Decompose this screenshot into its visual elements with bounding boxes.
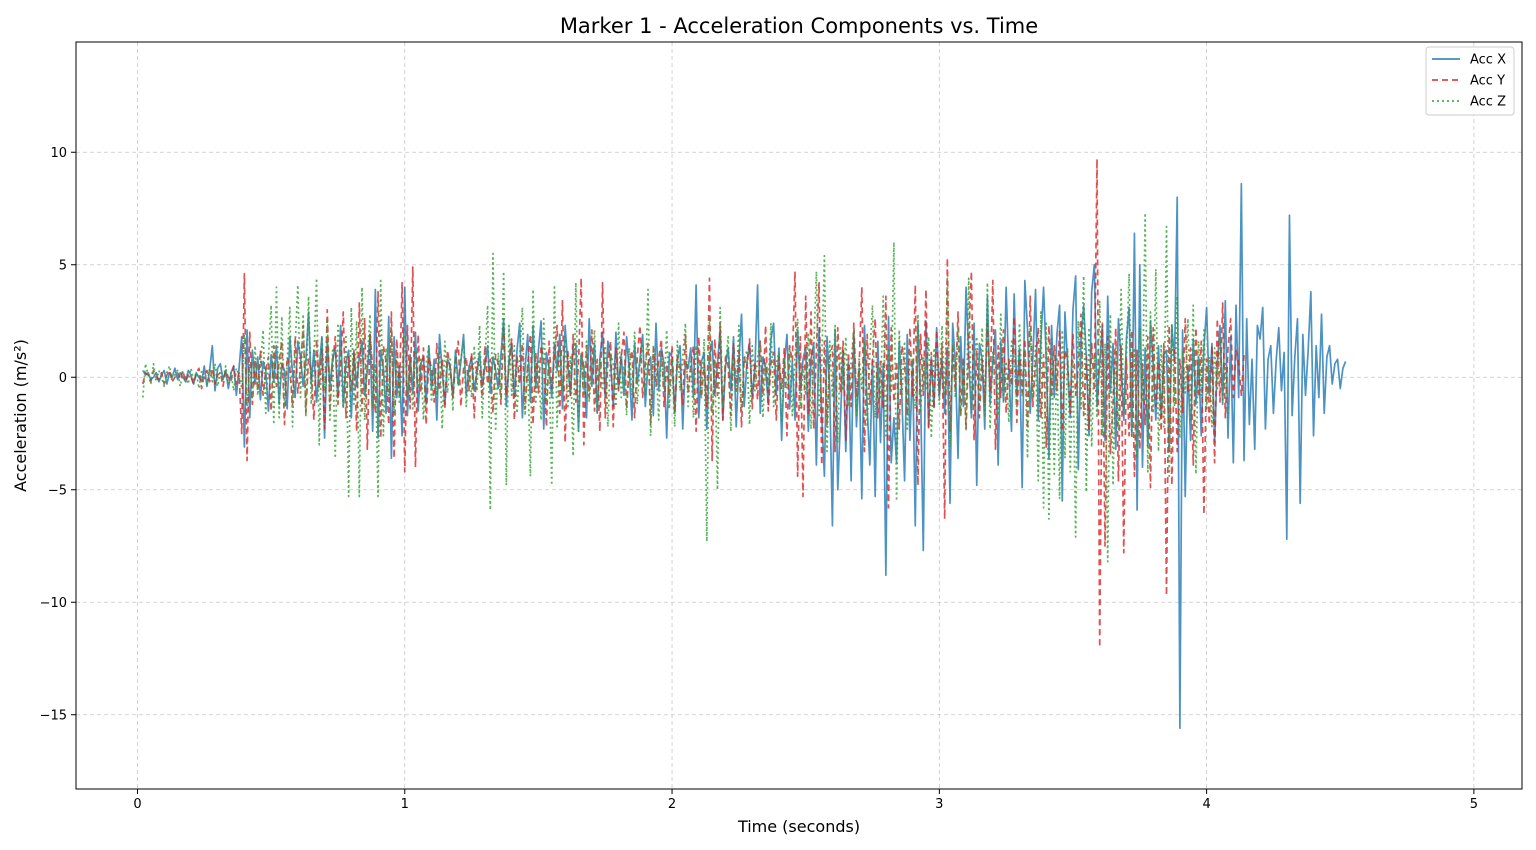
x-tick-label: 3: [935, 797, 943, 812]
series-line-acc-z: [141, 212, 1229, 563]
legend-label: Acc X: [1470, 53, 1506, 68]
x-tick-label: 0: [133, 797, 141, 812]
y-tick-label: −10: [40, 596, 67, 611]
axis-ticks: 0 1 2 3 4 5 −15 −10 −5 0 5 10: [40, 146, 1478, 812]
data-lines: [141, 158, 1347, 730]
legend-label: Acc Z: [1470, 95, 1506, 110]
y-tick-label: 0: [59, 371, 67, 386]
y-tick-label: 5: [59, 258, 67, 273]
plot-frame: [75, 41, 1523, 790]
y-tick-label: 10: [50, 146, 67, 161]
x-tick-label: 4: [1202, 797, 1210, 812]
chart-title: Marker 1 - Acceleration Components vs. T…: [560, 14, 1038, 38]
y-tick-label: −5: [48, 483, 67, 498]
series-line-acc-y: [141, 158, 1245, 649]
x-tick-label: 5: [1470, 797, 1478, 812]
y-tick-label: −15: [40, 708, 67, 723]
y-axis-title: Acceleration (m/s²): [11, 339, 30, 492]
legend-box: [1425, 46, 1515, 116]
legend: Acc X Acc Y Acc Z: [1425, 46, 1515, 116]
x-axis-title: Time (seconds): [737, 817, 860, 836]
legend-label: Acc Y: [1470, 74, 1505, 89]
x-tick-label: 2: [668, 797, 676, 812]
x-tick-label: 1: [401, 797, 409, 812]
